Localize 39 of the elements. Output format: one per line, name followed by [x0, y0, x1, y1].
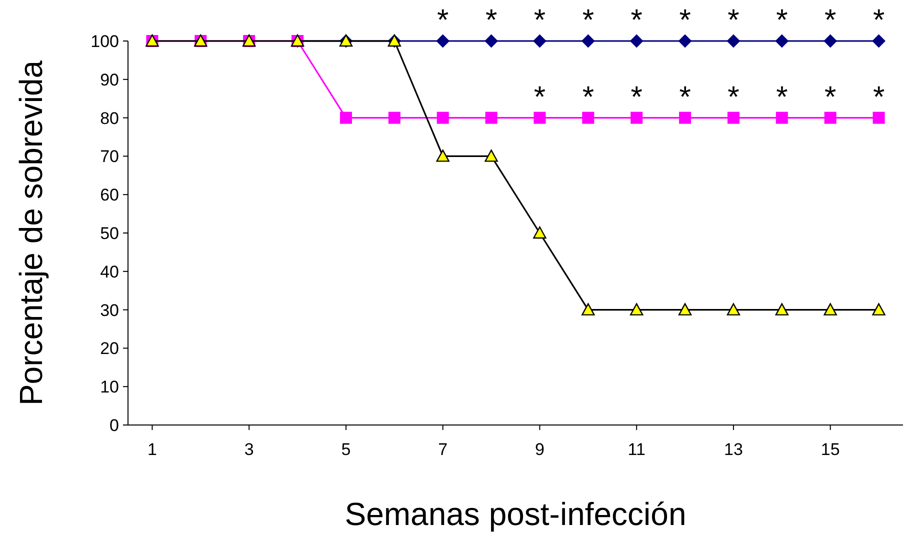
x-tick-label: 7 [438, 440, 448, 459]
x-tick-label: 1 [147, 440, 157, 459]
annotation: * [872, 4, 885, 37]
y-tick-label: 60 [100, 186, 119, 205]
y-tick-label: 100 [90, 32, 119, 51]
annotation: * [679, 80, 692, 114]
annotation: * [728, 4, 740, 37]
x-axis-title: Semanas post-infección [344, 496, 686, 532]
y-tick-label: 70 [100, 147, 119, 166]
annotation: * [582, 80, 594, 114]
annotation: * [679, 4, 692, 37]
annotation: * [728, 80, 740, 114]
annotation: * [630, 4, 643, 37]
annotation: * [582, 4, 594, 37]
annotation: * [824, 4, 836, 37]
x-tick-label: 5 [341, 440, 351, 459]
y-tick-label: 20 [100, 339, 119, 358]
y-tick-label: 40 [100, 262, 119, 282]
x-tick-label: 13 [724, 440, 743, 459]
x-tick-label: 15 [820, 440, 840, 459]
annotation: * [776, 4, 788, 37]
y-tick-label: 10 [100, 378, 119, 397]
annotation: * [824, 80, 836, 114]
annotation: * [534, 4, 546, 37]
x-tick-label: 9 [534, 440, 544, 459]
y-tick-label: 50 [100, 224, 119, 243]
y-tick-label: 30 [100, 300, 119, 320]
y-tick-label: 80 [100, 108, 119, 128]
annotation: * [485, 4, 498, 37]
x-tick-label: 3 [244, 440, 254, 459]
annotation: * [776, 80, 788, 114]
annotation: * [534, 80, 546, 114]
y-tick-label: 0 [110, 416, 119, 435]
annotation: * [437, 4, 449, 37]
y-tick-label: 90 [100, 70, 119, 90]
x-tick-label: 11 [628, 440, 646, 459]
y-axis-title: Porcentaje de sobrevida [13, 60, 49, 406]
annotation: * [630, 80, 643, 114]
annotation: * [872, 80, 885, 114]
